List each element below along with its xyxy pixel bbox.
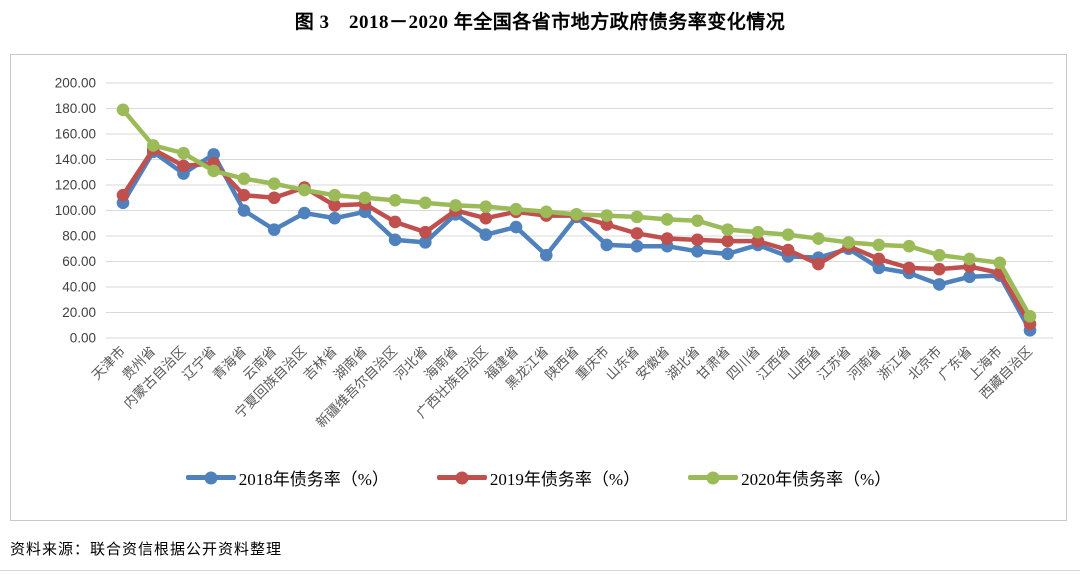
svg-text:安徽省: 安徽省: [633, 344, 672, 383]
svg-text:辽宁省: 辽宁省: [179, 343, 219, 383]
svg-text:江西省: 江西省: [754, 344, 793, 383]
svg-text:陕西省: 陕西省: [542, 344, 581, 383]
svg-text:江苏省: 江苏省: [814, 344, 853, 383]
svg-text:广东省: 广东省: [935, 344, 974, 383]
y-axis-labels: 0.00 20.00 40.00 60.00 80.00 100.00 120.00 140.…: [55, 76, 96, 346]
chart-legend: 2018年债务率（%） 2019年债务率（%） 2020年债务率（%）: [11, 465, 1066, 490]
svg-text:天津市: 天津市: [88, 343, 128, 383]
svg-text:20.00: 20.00: [62, 305, 96, 320]
svg-text:60.00: 60.00: [62, 254, 96, 269]
svg-text:120.00: 120.00: [55, 178, 96, 193]
svg-text:重庆市: 重庆市: [572, 343, 612, 383]
svg-text:甘肃省: 甘肃省: [694, 344, 733, 383]
svg-text:0.00: 0.00: [70, 331, 96, 346]
series-2019-marker-icon: [436, 471, 487, 484]
svg-text:山西省: 山西省: [784, 344, 823, 383]
svg-text:100.00: 100.00: [55, 203, 96, 218]
svg-text:山东省: 山东省: [603, 344, 642, 383]
legend-item-2019: 2019年债务率（%）: [436, 465, 641, 490]
chart-frame: 0.00 20.00 40.00 60.00 80.00 100.00 120.00 140.…: [10, 54, 1067, 521]
svg-text:160.00: 160.00: [55, 127, 96, 142]
series-2020: [116, 103, 1037, 323]
line-chart: 0.00 20.00 40.00 60.00 80.00 100.00 120.00 140.…: [55, 76, 1053, 431]
source-note: 资料来源：联合资信根据公开资料整理: [10, 542, 283, 558]
svg-text:80.00: 80.00: [62, 229, 96, 244]
series-2018: [116, 145, 1037, 337]
svg-text:200.00: 200.00: [55, 76, 96, 91]
svg-text:河南省: 河南省: [845, 344, 884, 383]
legend-label-2018: 2018年债务率（%）: [238, 470, 389, 489]
svg-text:40.00: 40.00: [62, 280, 96, 295]
series-2020-marker-icon: [688, 471, 739, 484]
x-axis-labels: 天津市贵州省内蒙古自治区辽宁省青海省云南省宁夏回族自治区吉林省湖南省新疆维吾尔自…: [88, 343, 1035, 431]
legend-label-2020: 2020年债务率（%）: [741, 470, 892, 489]
svg-text:180.00: 180.00: [55, 101, 96, 116]
legend-item-2018: 2018年债务率（%）: [185, 465, 389, 490]
series-2018-marker-icon: [185, 471, 236, 484]
svg-text:吉林省: 吉林省: [301, 344, 340, 383]
svg-text:河北省: 河北省: [391, 344, 430, 383]
svg-text:浙江省: 浙江省: [875, 344, 914, 383]
svg-text:四川省: 四川省: [724, 344, 763, 383]
legend-item-2020: 2020年债务率（%）: [688, 465, 891, 490]
series-2019: [116, 143, 1037, 331]
svg-text:北京市: 北京市: [904, 343, 944, 383]
legend-label-2019: 2019年债务率（%）: [489, 470, 641, 489]
bottom-divider: [0, 570, 1080, 571]
svg-text:140.00: 140.00: [55, 152, 96, 167]
figure-title: 图 3 2018－2020 年全国各省市地方政府债务率变化情况: [294, 12, 786, 33]
svg-text:青海省: 青海省: [210, 344, 249, 383]
svg-text:湖北省: 湖北省: [663, 344, 702, 383]
